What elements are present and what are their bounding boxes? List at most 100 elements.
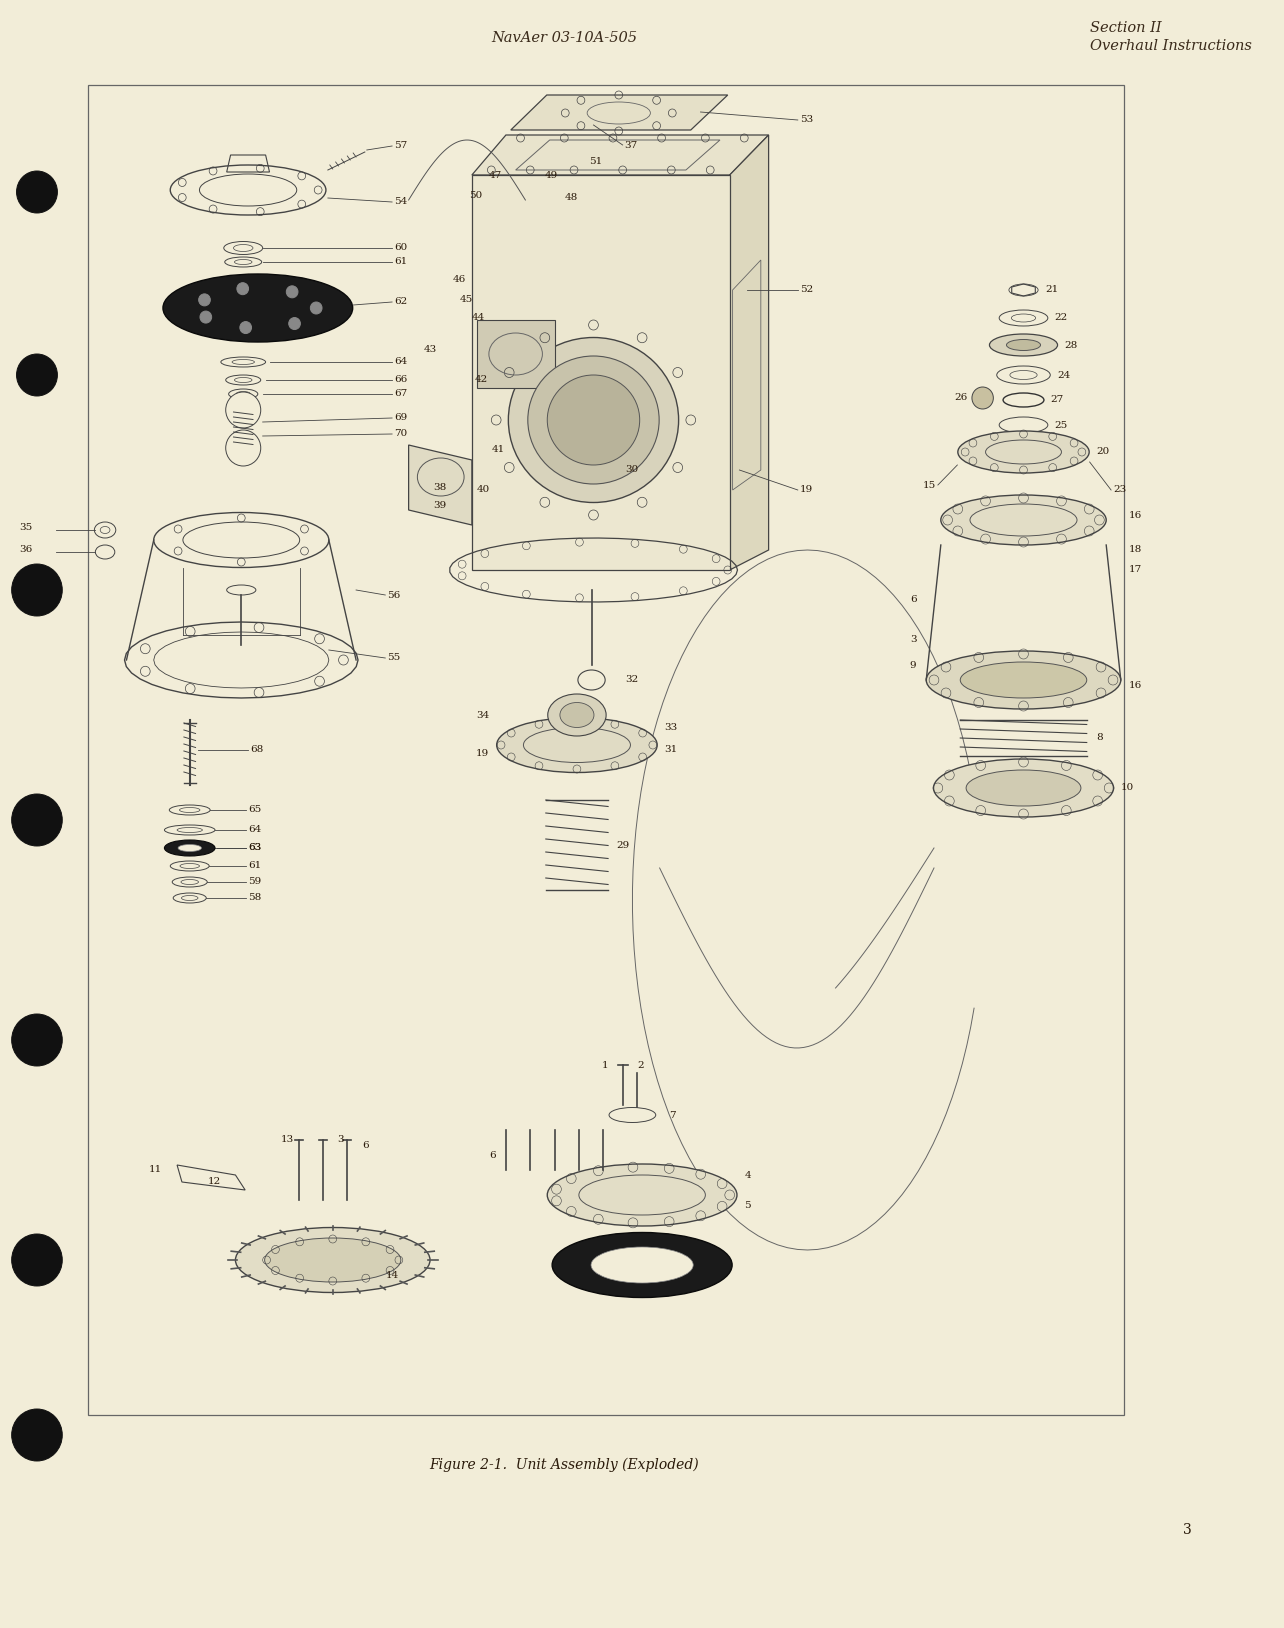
Text: 58: 58 <box>248 894 262 902</box>
Text: 23: 23 <box>1113 485 1126 495</box>
Circle shape <box>12 1408 62 1460</box>
Ellipse shape <box>547 374 639 466</box>
Ellipse shape <box>960 663 1086 698</box>
Circle shape <box>972 387 994 409</box>
Circle shape <box>236 283 249 295</box>
Ellipse shape <box>933 759 1113 817</box>
Text: 27: 27 <box>1050 396 1064 404</box>
Text: 63: 63 <box>248 843 262 853</box>
Text: 37: 37 <box>624 140 638 150</box>
Text: 56: 56 <box>388 591 401 599</box>
Ellipse shape <box>235 1228 430 1293</box>
Ellipse shape <box>497 718 657 773</box>
Text: Overhaul Instructions: Overhaul Instructions <box>1090 39 1252 54</box>
Ellipse shape <box>560 703 594 728</box>
Bar <box>87 85 1124 1415</box>
Ellipse shape <box>941 495 1107 545</box>
Text: 10: 10 <box>1121 783 1134 793</box>
Text: 19: 19 <box>800 485 813 495</box>
Text: 8: 8 <box>1097 734 1103 742</box>
Text: 45: 45 <box>460 296 473 304</box>
Text: 36: 36 <box>19 545 32 555</box>
Text: 14: 14 <box>386 1271 399 1281</box>
Text: 53: 53 <box>800 116 813 124</box>
Polygon shape <box>471 135 769 174</box>
Text: 64: 64 <box>248 825 262 835</box>
Text: 6: 6 <box>910 596 917 604</box>
Bar <box>476 321 555 387</box>
Circle shape <box>12 563 62 615</box>
Text: 43: 43 <box>424 345 437 355</box>
Ellipse shape <box>528 357 659 484</box>
Text: 33: 33 <box>665 723 678 731</box>
Text: 17: 17 <box>1129 565 1141 575</box>
Text: 30: 30 <box>625 466 639 474</box>
Circle shape <box>200 311 212 322</box>
Text: 49: 49 <box>544 171 559 179</box>
Text: 20: 20 <box>1097 448 1109 456</box>
Text: 22: 22 <box>1054 314 1068 322</box>
Text: 15: 15 <box>923 480 936 490</box>
Text: 63: 63 <box>248 843 262 853</box>
Text: 5: 5 <box>745 1200 751 1210</box>
Text: 57: 57 <box>394 142 407 150</box>
Text: 44: 44 <box>471 314 485 322</box>
Text: 4: 4 <box>745 1171 751 1180</box>
Text: 65: 65 <box>248 806 262 814</box>
Ellipse shape <box>164 840 214 856</box>
Text: 28: 28 <box>1064 340 1077 350</box>
Polygon shape <box>511 94 728 130</box>
Ellipse shape <box>178 845 202 851</box>
Text: 38: 38 <box>433 484 447 493</box>
Circle shape <box>199 295 211 306</box>
Text: 42: 42 <box>475 376 488 384</box>
Text: 66: 66 <box>394 376 407 384</box>
Text: 2: 2 <box>637 1060 643 1070</box>
Text: 18: 18 <box>1129 545 1141 555</box>
Circle shape <box>12 1014 62 1066</box>
Circle shape <box>226 392 261 428</box>
Text: 64: 64 <box>394 358 407 366</box>
Text: 11: 11 <box>149 1166 163 1174</box>
Text: 47: 47 <box>488 171 502 179</box>
Ellipse shape <box>926 651 1121 710</box>
Text: 59: 59 <box>248 877 262 887</box>
Text: 3: 3 <box>1183 1524 1192 1537</box>
Text: 41: 41 <box>492 446 505 454</box>
Text: NavAer 03-10A-505: NavAer 03-10A-505 <box>492 31 637 46</box>
Circle shape <box>286 287 298 298</box>
Polygon shape <box>729 135 769 570</box>
Text: 46: 46 <box>452 275 466 285</box>
Text: 52: 52 <box>800 285 813 295</box>
Text: 40: 40 <box>476 485 490 495</box>
Text: 54: 54 <box>394 197 407 207</box>
Circle shape <box>17 353 58 396</box>
Text: 67: 67 <box>394 389 407 399</box>
Ellipse shape <box>958 431 1089 474</box>
Text: 3: 3 <box>910 635 917 645</box>
Ellipse shape <box>547 1164 737 1226</box>
Text: 21: 21 <box>1045 285 1058 295</box>
Text: 9: 9 <box>910 661 917 669</box>
Text: 50: 50 <box>469 190 483 200</box>
Text: 12: 12 <box>208 1177 221 1187</box>
Circle shape <box>311 303 322 314</box>
Text: 6: 6 <box>489 1151 496 1159</box>
Bar <box>471 174 729 570</box>
Text: 7: 7 <box>669 1110 675 1120</box>
Circle shape <box>240 322 252 334</box>
Text: 39: 39 <box>433 500 447 510</box>
Circle shape <box>226 430 261 466</box>
Circle shape <box>12 1234 62 1286</box>
Polygon shape <box>408 444 471 524</box>
Text: 6: 6 <box>362 1141 369 1149</box>
Ellipse shape <box>265 1237 401 1281</box>
Text: 24: 24 <box>1058 371 1071 379</box>
Text: 61: 61 <box>394 257 407 267</box>
Text: 19: 19 <box>476 749 489 757</box>
Ellipse shape <box>990 334 1058 357</box>
Ellipse shape <box>508 337 679 503</box>
Text: 61: 61 <box>248 861 262 871</box>
Text: 16: 16 <box>1129 511 1141 519</box>
Text: 48: 48 <box>564 194 578 202</box>
